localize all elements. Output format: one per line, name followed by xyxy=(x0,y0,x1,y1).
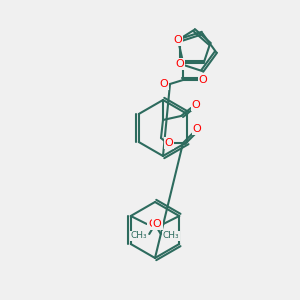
Text: O: O xyxy=(153,219,162,229)
Text: CH₃: CH₃ xyxy=(163,232,179,241)
Text: O: O xyxy=(192,100,200,110)
Text: O: O xyxy=(174,35,182,45)
Text: O: O xyxy=(176,59,184,69)
Text: O: O xyxy=(165,138,173,148)
Text: O: O xyxy=(199,75,207,85)
Text: CH₃: CH₃ xyxy=(130,232,147,241)
Text: O: O xyxy=(193,124,201,134)
Text: O: O xyxy=(148,219,157,229)
Text: O: O xyxy=(160,79,168,89)
